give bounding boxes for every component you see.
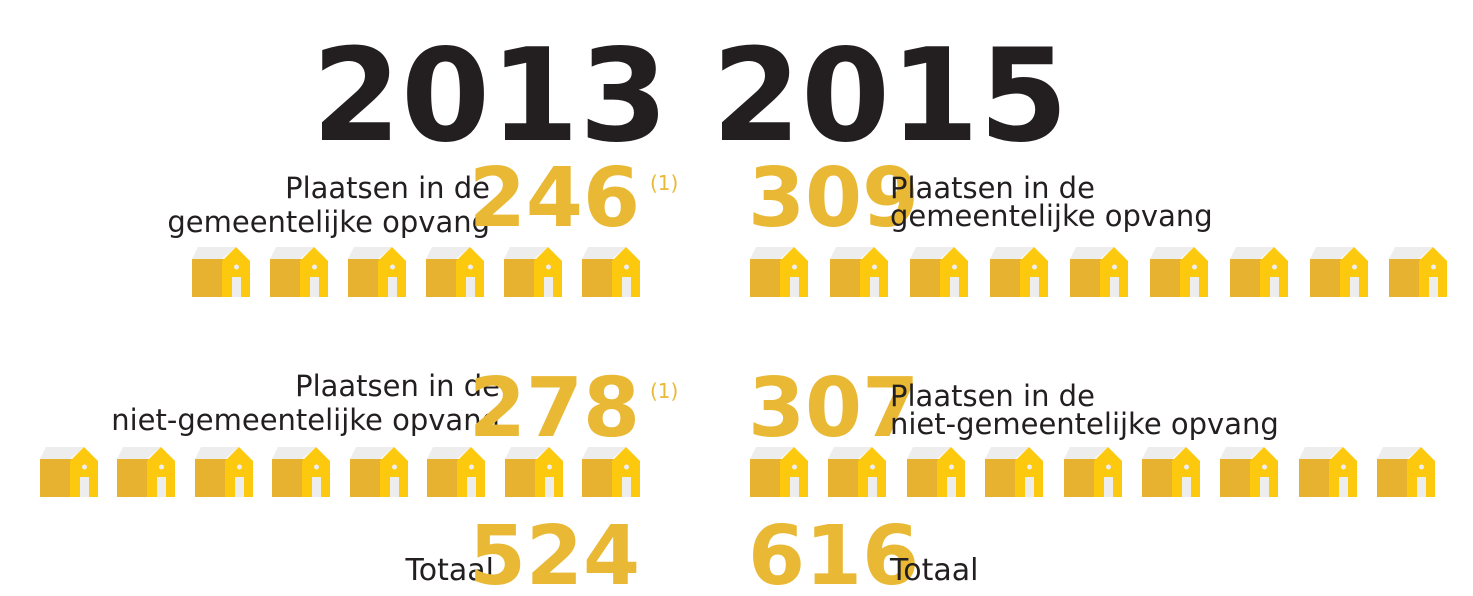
house-icon: [1310, 247, 1368, 297]
label: Plaatsen in de: [890, 171, 1095, 205]
total: 524: [469, 509, 640, 596]
house-icon: [117, 447, 175, 497]
house-icon: [582, 247, 640, 297]
total-label: Totaal: [889, 553, 978, 588]
house-icon: [582, 447, 640, 497]
house-icon: [40, 447, 98, 497]
house-icon: [504, 247, 562, 297]
label: Plaatsen in de: [295, 369, 500, 403]
house-icon: [907, 447, 965, 497]
house-icon: [270, 247, 328, 297]
label: Plaatsen in de: [890, 379, 1095, 413]
value: 309: [748, 151, 919, 246]
house-icon: [910, 247, 968, 297]
house-icon: [830, 247, 888, 297]
house-icon: [750, 247, 808, 297]
house-icon: [1377, 447, 1435, 497]
house-icon: [350, 447, 408, 497]
house-row: [750, 447, 1435, 497]
house-icon: [427, 447, 485, 497]
house-icon: [505, 447, 563, 497]
year: 2013: [312, 22, 668, 171]
house-icon: [990, 247, 1048, 297]
house-icon: [1142, 447, 1200, 497]
label: gemeentelijke opvang: [890, 199, 1213, 233]
house-icon: [195, 447, 253, 497]
house-icon: [750, 447, 808, 497]
house-icon: [1230, 247, 1288, 297]
house-icon: [1150, 247, 1208, 297]
house-icon: [828, 447, 886, 497]
label: niet-gemeentelijke opvang: [890, 407, 1279, 441]
footnote: (1): [650, 171, 678, 195]
house-icon: [272, 447, 330, 497]
house-icon: [1064, 447, 1122, 497]
house-icon: [985, 447, 1043, 497]
house-row: [192, 247, 640, 297]
value: 307: [748, 361, 919, 456]
house-icon: [1220, 447, 1278, 497]
house-icon: [1299, 447, 1357, 497]
label: niet-gemeentelijke opvang: [111, 403, 500, 437]
house-row: [750, 247, 1447, 297]
value: 278: [469, 361, 640, 456]
house-icon: [348, 247, 406, 297]
house-icon: [192, 247, 250, 297]
house-icon: [426, 247, 484, 297]
footnote: (1): [650, 379, 678, 403]
house-icon: [1070, 247, 1128, 297]
value: 246: [469, 151, 640, 246]
total: 616: [748, 509, 919, 596]
total-label: Totaal: [405, 553, 494, 588]
label: gemeentelijke opvang: [167, 205, 490, 239]
year: 2015: [712, 22, 1068, 171]
house-row: [40, 447, 640, 497]
house-icon: [1389, 247, 1447, 297]
label: Plaatsen in de: [285, 171, 490, 205]
